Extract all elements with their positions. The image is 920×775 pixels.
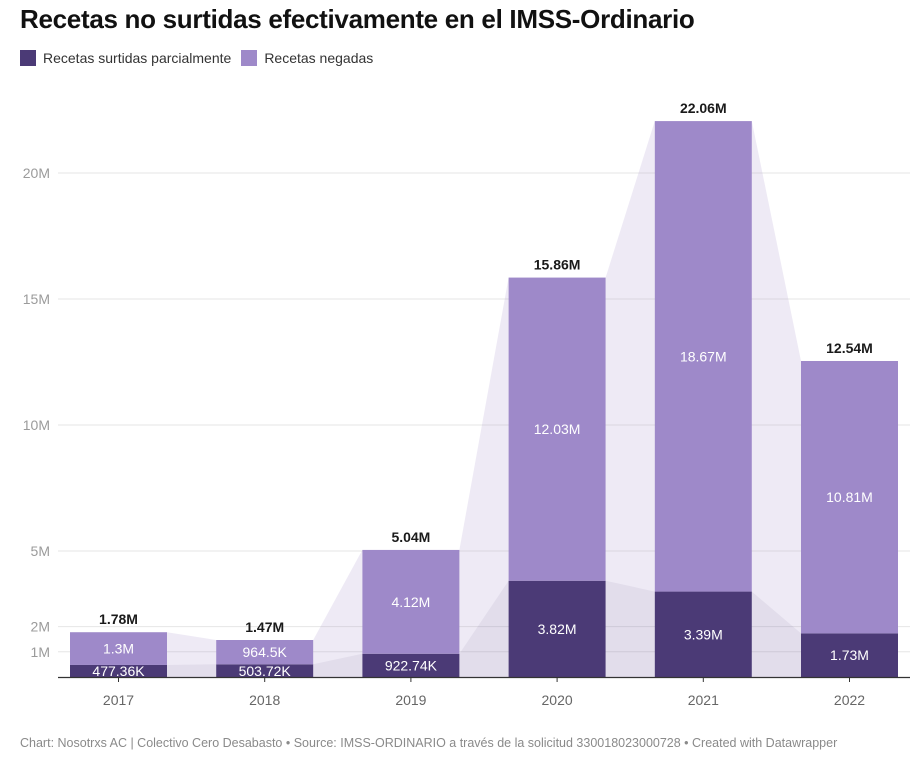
total-label: 1.78M (99, 611, 138, 627)
connector-areas (167, 121, 801, 677)
segment-label-denied: 964.5K (243, 644, 288, 660)
segment-label-denied: 1.3M (103, 641, 134, 657)
legend: Recetas surtidas parcialmente Recetas ne… (20, 50, 383, 66)
y-tick-label: 10M (23, 417, 50, 433)
legend-swatch-denied (241, 50, 258, 66)
connector-area-partial (167, 664, 217, 677)
connector-area-partial (313, 653, 363, 677)
bar-denied-2018 (216, 640, 314, 665)
chart-footer-credits: Chart: Nosotrxs AC | Colectivo Cero Desa… (20, 736, 838, 750)
segment-label-denied: 18.67M (680, 348, 727, 364)
x-tick-label: 2018 (249, 692, 280, 708)
x-tick-label: 2020 (542, 692, 573, 708)
total-label: 1.47M (245, 619, 284, 635)
x-tick-label: 2021 (688, 692, 719, 708)
x-axis: 2017 2018 2019 2020 2021 2022 (58, 676, 910, 708)
legend-swatch-partial (20, 50, 36, 66)
connector-area-denied (459, 277, 509, 677)
bar-partial-2017 (70, 664, 167, 677)
connector-area-denied (751, 121, 801, 677)
x-tick-label: 2017 (103, 692, 134, 708)
y-tick-label: 20M (23, 165, 50, 181)
x-tick-label: 2019 (395, 692, 426, 708)
bar-partial-2019 (362, 653, 460, 677)
bar-partial-2020 (508, 580, 606, 677)
y-tick-label: 2M (31, 619, 50, 635)
bar-partial-2018 (216, 664, 314, 677)
connector-area-partial (459, 580, 509, 677)
segment-label-denied: 10.81M (826, 489, 873, 505)
bar-denied-2022 (801, 360, 898, 634)
connector-area-denied (313, 549, 363, 677)
y-tick-label: 1M (31, 644, 50, 660)
chart-area: 1M 2M 5M 10M 15M 20M 2017 2018 2019 2020 2021 2022… (23, 100, 910, 708)
legend-label-denied: Recetas negadas (264, 50, 374, 66)
total-label: 15.86M (534, 256, 581, 272)
bar-denied-2021 (654, 121, 752, 592)
connector-area-denied (167, 632, 217, 677)
total-label: 12.54M (826, 340, 873, 356)
legend-item-denied: Recetas negadas (241, 50, 373, 66)
legend-label-partial: Recetas surtidas parcialmente (43, 50, 232, 66)
segment-label-partial: 477.36K (92, 663, 145, 679)
connector-area-denied (605, 121, 655, 677)
segment-label-denied: 12.03M (534, 421, 581, 437)
connector-area-partial (751, 591, 801, 677)
segment-label-denied: 4.12M (391, 594, 430, 610)
data-labels: 1.78M 1.3M 477.36K 1.47M 964.5K 503.72K 5.04M 4… (92, 100, 872, 679)
bar-denied-2017 (70, 632, 167, 665)
segment-label-partial: 3.39M (684, 626, 723, 642)
bar-partial-2022 (801, 633, 898, 677)
bar-denied-2019 (362, 549, 460, 654)
bar-denied-2020 (508, 277, 606, 581)
total-label: 22.06M (680, 100, 727, 116)
x-tick-label: 2022 (834, 692, 865, 708)
bars (70, 121, 898, 677)
segment-label-partial: 1.73M (830, 647, 869, 663)
y-tick-label: 15M (23, 291, 50, 307)
connector-area-partial (605, 580, 655, 677)
total-label: 5.04M (391, 529, 430, 545)
bar-partial-2021 (654, 591, 752, 677)
segment-label-partial: 503.72K (239, 663, 292, 679)
segment-label-partial: 3.82M (538, 621, 577, 637)
legend-item-partial: Recetas surtidas parcialmente (20, 50, 231, 66)
chart-title: Recetas no surtidas efectivamente en el … (20, 4, 695, 34)
gridlines: 1M 2M 5M 10M 15M 20M (23, 165, 910, 660)
y-tick-label: 5M (31, 543, 50, 559)
segment-label-partial: 922.74K (385, 657, 438, 673)
